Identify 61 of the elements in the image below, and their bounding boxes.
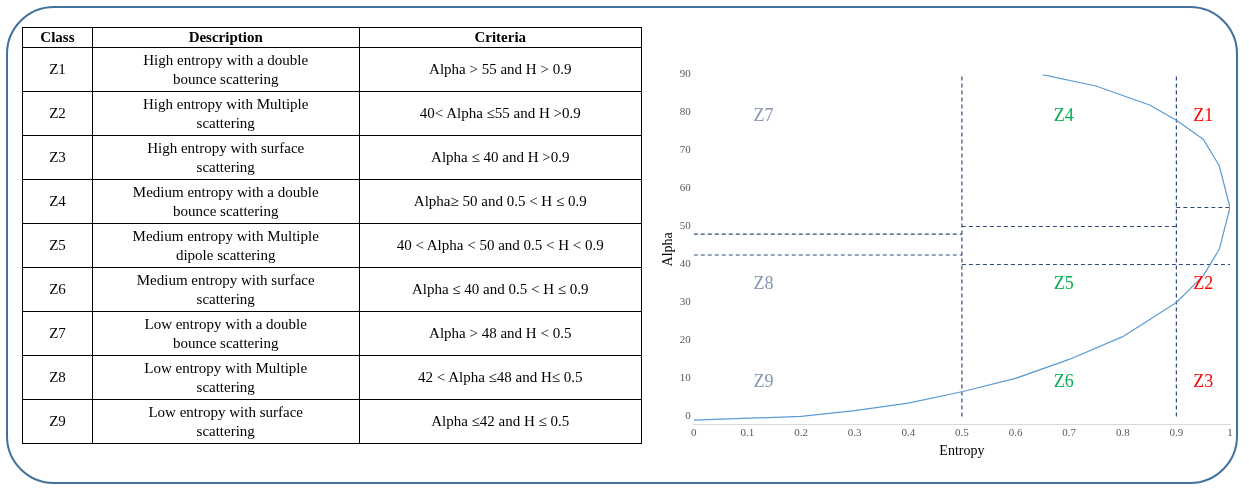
text: Alpha ≤ 40 and 0.5 < H ≤ 0.9 [359,267,642,312]
text: Alpha ≤42 and H ≤ 0.5 [359,399,642,444]
x-tick-label: 0.4 [901,426,916,439]
text: Description [92,27,359,48]
text: Z4 [22,179,93,224]
text: Criteria [359,27,642,48]
y-tick-label: 0 [685,409,692,422]
y-tick-label: 60 [679,181,692,194]
x-tick-label: 1 [1227,426,1233,439]
y-tick-label: 10 [679,371,692,384]
text: Medium entropy with surface scattering [92,267,359,312]
y-tick-label: 20 [679,333,692,346]
text: Medium entropy with Multiple dipole scattering [92,223,359,268]
text: Z2 [22,91,93,136]
text: Alpha > 48 and H < 0.5 [359,311,642,356]
annotation: Z3 [1193,370,1214,391]
y-tick-label: 70 [679,143,692,156]
text: 42 < Alpha ≤48 and H≤ 0.5 [359,355,642,400]
annotation: Z1 [1193,105,1214,126]
annotation: Z4 [1053,105,1074,126]
x-tick-label: 0.3 [847,426,863,439]
text: Z6 [22,267,93,312]
text: Z3 [22,135,93,180]
annotation: Z7 [753,105,774,126]
annotation: Z5 [1053,272,1074,293]
x-tick-label: 0.8 [1115,426,1131,439]
text: Alpha≥ 50 and 0.5 < H ≤ 0.9 [359,179,642,224]
y-tick-label: 50 [679,219,692,232]
x-axis-title: Entropy [939,443,985,459]
text: High entropy with Multiple scattering [92,91,359,136]
annotation: Z9 [753,370,774,391]
text: Z9 [22,399,93,444]
y-tick-label: 80 [679,105,692,118]
x-tick-label: 0.2 [794,426,808,439]
text: 40< Alpha ≤55 and H >0.9 [359,91,642,136]
annotation: Z8 [753,272,774,293]
annotation: Z2 [1193,272,1214,293]
text: High entropy with surface scattering [92,135,359,180]
text: Low entropy with surface scattering [92,399,359,444]
y-axis-title: Alpha [660,231,676,267]
text: 40 < Alpha < 50 and 0.5 < H < 0.9 [359,223,642,268]
y-tick-label: 90 [679,67,692,80]
x-tick-label: 0.9 [1169,426,1184,439]
annotation: Z6 [1053,370,1074,391]
x-tick-label: 0.5 [955,426,970,439]
text: Class [22,27,93,48]
x-tick-label: 0.6 [1008,426,1023,439]
text: Z8 [22,355,93,400]
text: High entropy with a double bounce scattering [92,47,359,92]
y-tick-label: 30 [679,295,692,308]
y-tick-label: 40 [679,257,692,270]
text: Z5 [22,223,93,268]
text: Alpha ≤ 40 and H >0.9 [359,135,642,180]
text: Low entropy with Multiple scattering [92,355,359,400]
text: Z1 [22,47,93,92]
text: Z7 [22,311,93,356]
x-tick-label: 0.1 [740,426,755,439]
x-tick-label: 0.7 [1062,426,1077,439]
text: Low entropy with a double bounce scattering [92,311,359,356]
text: Medium entropy with a double bounce scattering [92,179,359,224]
text: Alpha > 55 and H > 0.9 [359,47,642,92]
